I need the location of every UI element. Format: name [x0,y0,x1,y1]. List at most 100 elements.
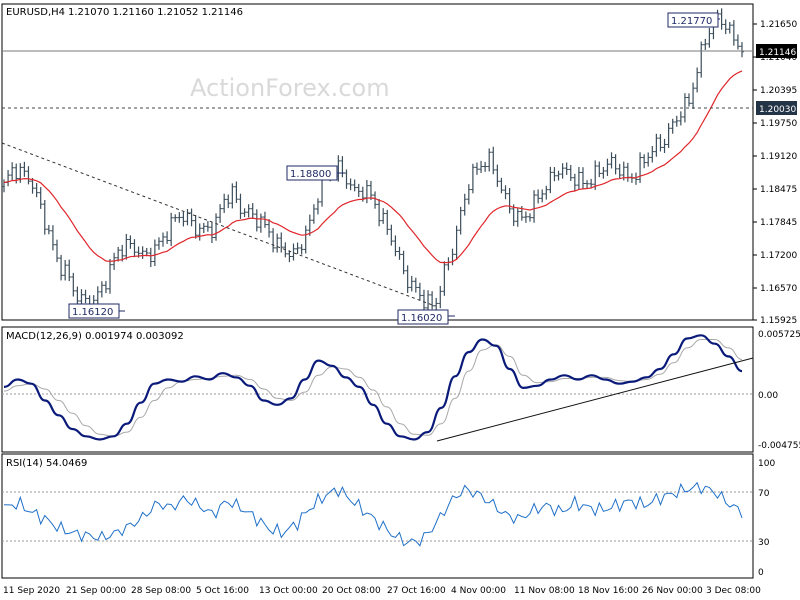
price-bar [116,246,121,262]
price-bar [197,223,202,241]
price-bar [523,211,528,223]
annotation-low-right: 1.16020 [397,309,455,325]
price-bar [189,208,194,227]
time-axis-tick: 26 Nov 00:00 [642,586,703,596]
price-bar [368,180,373,201]
rsi-line [3,481,743,547]
annotation-high-text: 1.21770 [671,16,712,27]
price-bar [421,289,426,312]
price-bar [254,209,259,232]
price-bar [242,208,247,218]
price-bar [593,160,598,190]
support-level-marker: 1.20030 [756,101,797,115]
time-axis-tick: 28 Sep 08:00 [131,586,191,596]
price-bar [287,250,292,263]
price-bar [315,198,320,215]
price-bar [311,204,316,224]
price-bar [30,178,35,194]
price-bar [99,281,104,298]
price-bar [560,163,565,179]
rsi-axis-tick: 0 [758,568,764,578]
price-bar [267,219,272,238]
price-bar [727,22,732,34]
time-axis-tick: 21 Sep 00:00 [66,586,126,596]
price-bar [393,235,398,257]
rsi-axis-tick: 70 [758,489,770,499]
price-bar [193,214,198,239]
price-bar [483,161,488,172]
price-bar [124,233,129,260]
support-level-box [756,101,797,115]
price-bar [201,222,206,234]
price-bar [731,20,736,46]
price-bar [405,265,410,294]
price-bar [222,193,227,213]
price-bar [454,225,459,260]
price-bar [218,204,223,223]
price-bar [205,221,210,232]
price-bar [735,34,740,50]
price-axis-tick: 1.15925 [760,316,797,326]
rsi-axis-tick: 100 [758,459,775,469]
price-bar [568,164,573,181]
price-bar [417,282,422,301]
time-axis-tick: 18 Nov 16:00 [578,586,639,596]
price-bar [527,213,532,222]
price-bar [307,214,312,236]
time-axis-tick: 11 Sep 2020 [3,586,60,596]
price-bar [466,184,471,205]
price-bar [348,178,353,191]
price-bar [601,166,606,179]
price-bar [230,183,235,209]
macd-line [3,334,743,441]
macd-signal-line [3,339,743,437]
price-bar [389,224,394,246]
price-bar [617,163,622,179]
annotation-high-box [667,12,719,28]
price-bar [544,185,549,200]
price-bar [250,203,255,220]
price-bar [654,133,659,157]
price-axis-tick: 1.20395 [760,86,797,96]
price-bar [352,179,357,192]
price-bar [55,239,60,263]
price-bar [650,145,655,163]
price-bar [609,152,614,169]
ohlc-label: 1.21070 1.21160 1.21052 1.21146 [68,7,243,18]
price-bar [430,291,435,310]
price-bar [173,214,178,222]
macd-axis-tick: -0.004755 [758,441,800,451]
price-bar [258,213,263,233]
price-bar [503,185,508,200]
time-axis-tick: 4 Nov 00:00 [451,586,506,596]
annotation-swing-high: 1.18800 [286,165,345,181]
macd-axis-tick: 0.005725 [758,330,800,340]
price-bar [10,162,15,181]
price-bar [38,187,43,209]
price-bar [83,289,88,304]
price-bar [238,193,243,219]
price-bar [479,160,484,173]
price-bar [161,232,166,247]
price-bar [670,118,675,134]
price-bar [246,204,251,218]
price-bar [495,164,500,187]
price-bar [140,246,145,259]
price-bar [299,244,304,255]
price-bar [507,188,512,214]
price-bar [638,152,643,183]
price-bar [181,211,186,227]
price-bar [552,167,557,182]
annotation-low-left: 1.16120 [68,303,125,319]
price-panel-frame [1,3,754,321]
price-bar [71,272,76,297]
annotation-swing-high-text: 1.18800 [290,169,331,180]
price-bar [682,93,687,123]
rsi-axis-tick: 30 [758,538,770,548]
price-bar [646,152,651,167]
price-bar [458,206,463,235]
price-bar [515,207,520,227]
price-bar [279,232,284,253]
price-bar [572,173,577,191]
moving-average-line [3,70,743,264]
